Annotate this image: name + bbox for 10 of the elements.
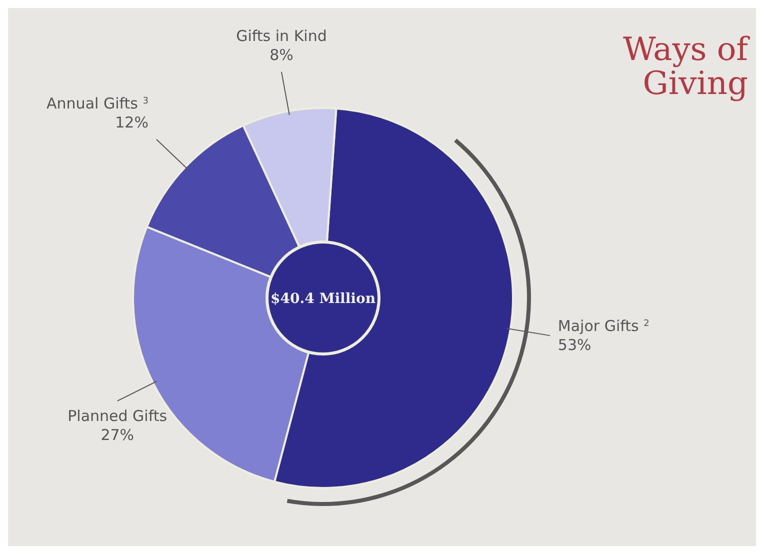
slice-label: Gifts in Kind [236,26,327,45]
text: Ways of Giving [623,30,750,102]
slice-label: Annual Gifts $^{3}$ [46,94,148,113]
data-label: 53% [558,336,592,354]
slice-label: Planned Gifts [68,406,168,425]
data-label: 8% [270,46,294,64]
data-label: 12% [115,114,148,132]
slice-label: Major Gifts $^{2}$ [558,317,650,336]
text: $40.4 Million [270,291,376,307]
data-label: 27% [100,426,134,444]
